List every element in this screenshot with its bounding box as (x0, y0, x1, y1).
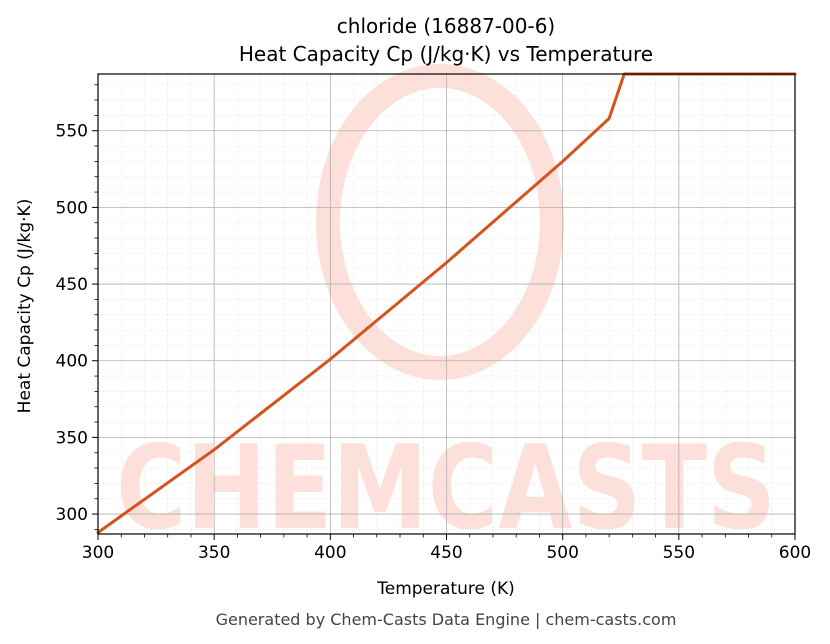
x-axis-ticks: 300 350 400 450 500 550 600 (82, 534, 811, 563)
y-tick-label: 400 (56, 352, 88, 372)
y-axis-label: Heat Capacity Cp (J/kg·K) (15, 199, 35, 414)
x-tick-label: 300 (82, 543, 114, 563)
y-tick-label: 500 (56, 198, 88, 218)
series-layer (96, 72, 797, 534)
x-tick-label: 350 (198, 543, 230, 563)
x-tick-label: 400 (314, 543, 346, 563)
y-tick-label: 300 (56, 505, 88, 525)
series-line (96, 72, 797, 534)
y-tick-label: 350 (56, 428, 88, 448)
x-tick-label: 600 (779, 543, 811, 563)
x-axis-label: Temperature (K) (376, 579, 515, 599)
x-tick-label: 500 (546, 543, 578, 563)
watermark-ring (316, 64, 564, 380)
watermark: CHEMCASTS (116, 64, 776, 556)
x-tick-label: 550 (663, 543, 695, 563)
x-tick-label: 450 (430, 543, 462, 563)
y-axis-ticks: 300 350 400 450 500 550 (56, 84, 98, 530)
major-grid (98, 74, 795, 534)
y-tick-label: 450 (56, 275, 88, 295)
footer-credit: Generated by Chem-Casts Data Engine | ch… (216, 610, 677, 629)
chart-title-line1: chloride (16887-00-6) (337, 14, 555, 38)
y-tick-label: 550 (56, 122, 88, 142)
chart-title-line2: Heat Capacity Cp (J/kg·K) vs Temperature (239, 42, 653, 66)
